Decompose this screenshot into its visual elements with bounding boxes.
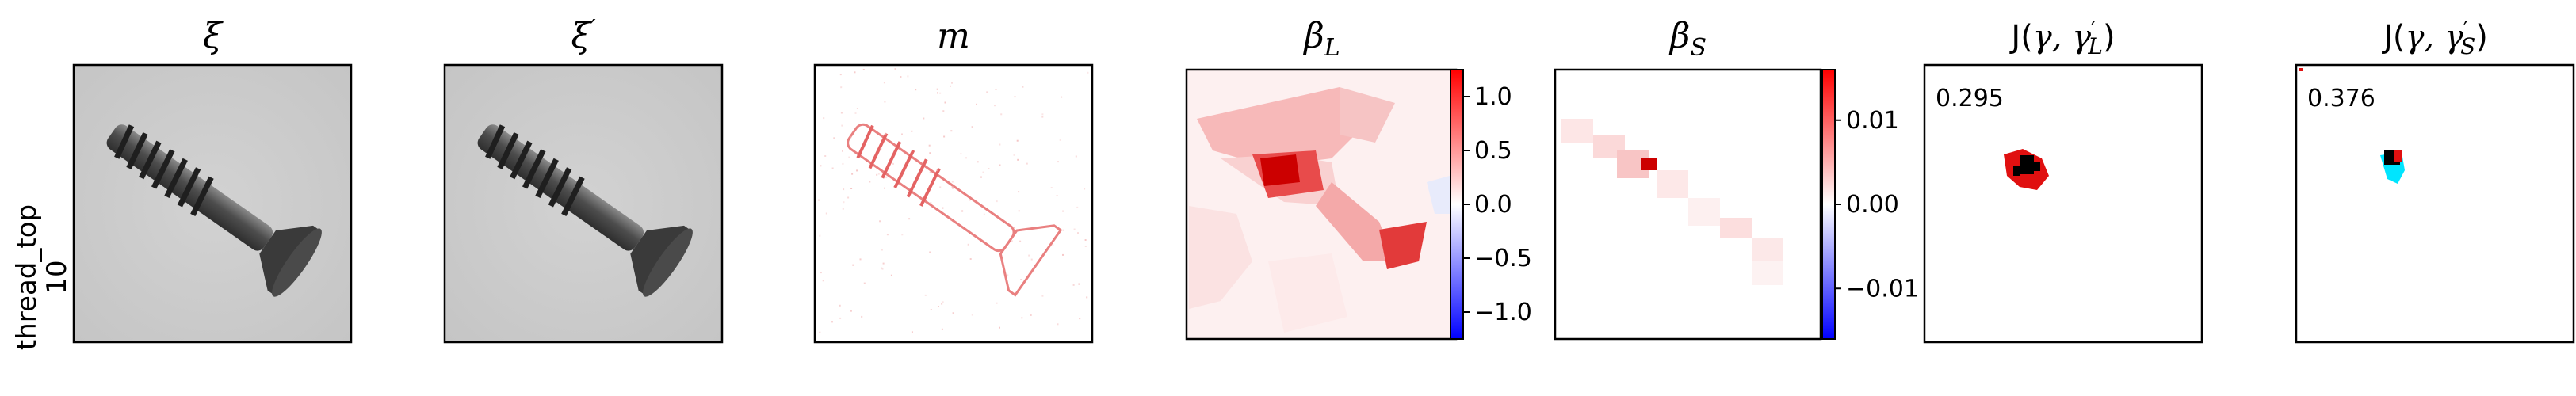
title-xi-prime: ξ′ xyxy=(571,15,595,56)
colorbar-tick-label: 0.5 xyxy=(1474,137,1512,165)
colorbar-tick-label: 0.01 xyxy=(1846,107,1899,135)
title-m: m xyxy=(937,16,970,56)
row-label: thread_top 10 xyxy=(11,204,73,350)
mask-speckle xyxy=(818,68,1089,333)
panel-xi: ξ xyxy=(72,16,353,344)
colorbar-s: 0.01 0.00 −0.01 xyxy=(1821,69,1919,340)
colorbar-tick-label: −0.5 xyxy=(1474,245,1532,272)
colorbar-s-ticks: 0.01 0.00 −0.01 xyxy=(1835,107,1919,303)
screw-image xyxy=(477,124,693,297)
row-label-line1: thread_top xyxy=(11,204,43,350)
colorbar-l: 1.0 0.5 0.0 −0.5 −1.0 xyxy=(1450,69,1532,340)
score-j-s: 0.376 xyxy=(2307,85,2375,112)
colorbar-s-gradient xyxy=(1821,69,1836,340)
panel-j-s: J(γ, γ′ S) 0.376 xyxy=(2295,16,2575,344)
colorbar-l-ticks: 1.0 0.5 0.0 −0.5 −1.0 xyxy=(1463,83,1532,326)
colorbar-tick-label: 0.00 xyxy=(1846,191,1899,219)
title-beta-s: βS xyxy=(1668,16,1707,62)
beta-l-segments xyxy=(1189,87,1455,333)
panel-beta-l: βL 1.0 0.5 0.0 −0.5 −1.0 xyxy=(1185,16,1532,341)
colorbar-tick-label: −1.0 xyxy=(1474,299,1532,326)
title-xi: ξ xyxy=(203,16,224,56)
panel-beta-s: βS 0.01 0.00 −0.01 xyxy=(1554,16,1919,341)
panel-xi-prime: ξ′ xyxy=(443,15,724,344)
image-j-l xyxy=(1923,63,2203,344)
colorbar-tick-label: 0.0 xyxy=(1474,191,1512,219)
panel-j-l: J(γ, γ′ L) 0.295 xyxy=(1923,16,2203,344)
row-label-line2: 10 xyxy=(41,260,73,294)
image-m xyxy=(813,63,1094,344)
overlap-blob-l xyxy=(2004,149,2049,190)
image-j-s xyxy=(2295,63,2575,344)
image-beta-s xyxy=(1555,70,1821,339)
panel-m: m xyxy=(813,16,1094,344)
overlap-blob-s xyxy=(2299,68,2405,184)
beta-s-tiles xyxy=(1561,119,1783,285)
colorbar-l-gradient xyxy=(1450,69,1464,340)
screw-image xyxy=(106,124,322,297)
title-j-s: J(γ, γ′ S) xyxy=(2381,16,2488,59)
frame-beta-s xyxy=(1554,68,1822,341)
colorbar-tick-label: −0.01 xyxy=(1846,275,1919,303)
title-j-l: J(γ, γ′ L) xyxy=(2008,16,2115,59)
colorbar-tick-label: 1.0 xyxy=(1474,83,1512,111)
title-beta-l: βL xyxy=(1302,16,1340,62)
score-j-l: 0.295 xyxy=(1936,85,2004,112)
mask-screw-outline xyxy=(847,123,1063,297)
